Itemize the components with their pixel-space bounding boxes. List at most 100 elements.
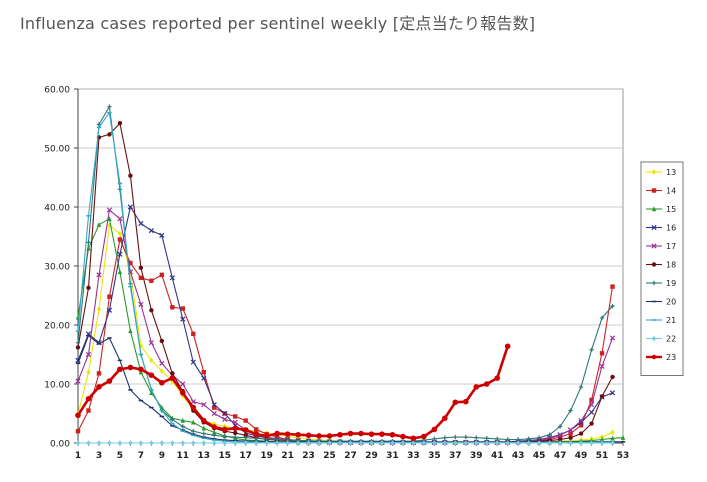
data-point	[222, 410, 228, 417]
x-tick-label: 53	[617, 451, 630, 461]
data-point	[180, 306, 186, 311]
data-point	[170, 371, 175, 376]
x-tick-label: 5	[117, 451, 123, 461]
data-point	[86, 440, 91, 446]
data-point	[305, 432, 312, 439]
data-point	[295, 440, 301, 446]
data-point	[588, 409, 595, 415]
data-point	[190, 404, 197, 411]
data-point	[599, 436, 605, 442]
legend-box	[640, 161, 684, 376]
data-point	[149, 440, 154, 446]
data-point	[191, 429, 196, 434]
data-point	[128, 173, 133, 178]
data-point	[243, 433, 248, 438]
data-point	[138, 275, 144, 280]
data-point	[117, 230, 123, 237]
data-point	[170, 417, 175, 422]
data-point	[442, 435, 448, 440]
data-point	[233, 414, 238, 419]
legend-label: 18	[666, 261, 676, 270]
data-point	[474, 440, 479, 446]
data-point	[201, 375, 207, 381]
data-point	[128, 328, 133, 334]
x-tick-label: 35	[428, 451, 441, 461]
data-point	[578, 384, 584, 390]
legend-entry-13: 13	[646, 168, 676, 177]
data-point	[149, 308, 154, 313]
data-point	[495, 440, 500, 446]
data-point	[75, 340, 81, 345]
data-point	[483, 381, 490, 387]
data-point	[212, 429, 217, 435]
data-point	[557, 437, 563, 442]
data-point	[86, 369, 91, 375]
data-point	[211, 424, 218, 430]
data-point	[589, 440, 594, 446]
data-point	[107, 440, 112, 446]
data-point	[106, 307, 113, 313]
data-point	[588, 402, 595, 408]
data-point	[201, 440, 206, 446]
data-point	[462, 398, 469, 405]
data-point	[400, 433, 406, 440]
data-point	[96, 122, 102, 127]
data-point	[75, 429, 81, 434]
data-point	[347, 430, 354, 437]
data-point	[599, 315, 605, 321]
data-point	[568, 408, 573, 413]
x-tick-label: 21	[281, 451, 294, 461]
data-point	[149, 390, 154, 396]
legend-entry-20: 20	[646, 298, 676, 307]
data-point	[609, 390, 616, 396]
x-tick-label: 33	[407, 451, 420, 461]
legend-swatch-marker	[651, 206, 657, 212]
data-point	[96, 272, 102, 278]
data-point	[620, 434, 626, 440]
data-point	[494, 375, 501, 381]
x-tick-label: 51	[596, 451, 609, 461]
data-point	[233, 440, 238, 446]
y-tick-label: 20.00	[44, 322, 70, 332]
data-point	[96, 384, 102, 390]
data-point	[149, 278, 154, 283]
data-point	[85, 351, 92, 358]
data-point	[190, 359, 196, 365]
x-tick-label: 47	[554, 451, 567, 461]
legend-label: 23	[666, 353, 676, 362]
data-point	[358, 440, 364, 446]
data-point	[599, 440, 605, 446]
x-tick-label: 27	[344, 451, 357, 461]
data-point	[117, 269, 123, 275]
data-point	[578, 431, 584, 436]
data-point	[221, 426, 228, 433]
y-tick-label: 40.00	[44, 204, 70, 214]
data-point	[432, 440, 437, 446]
data-point	[180, 417, 186, 423]
legend-entry-16: 16	[646, 224, 676, 233]
data-point	[191, 419, 196, 425]
data-point	[484, 440, 489, 446]
data-point	[138, 265, 144, 270]
data-point	[453, 434, 458, 440]
data-point	[337, 440, 343, 446]
data-point	[148, 340, 154, 346]
data-point	[253, 440, 259, 446]
legend-swatch-marker	[651, 188, 657, 193]
legend-entry-17: 17	[646, 242, 676, 251]
data-point	[578, 419, 584, 425]
data-point	[148, 227, 154, 234]
data-point	[222, 440, 227, 446]
data-point	[201, 402, 207, 408]
legend: 13 14 15 16 17 18 19 20 21 22 23	[640, 161, 684, 376]
data-point	[589, 421, 594, 426]
legend-entry-14: 14	[646, 187, 676, 196]
x-tick-label: 3	[96, 451, 102, 461]
legend-label: 15	[666, 205, 676, 214]
data-point	[232, 425, 239, 432]
data-point	[159, 272, 165, 278]
y-tick-label: 60.00	[44, 86, 70, 96]
data-point	[369, 440, 374, 446]
data-point	[610, 440, 615, 446]
legend-entry-23: 23	[646, 353, 676, 362]
